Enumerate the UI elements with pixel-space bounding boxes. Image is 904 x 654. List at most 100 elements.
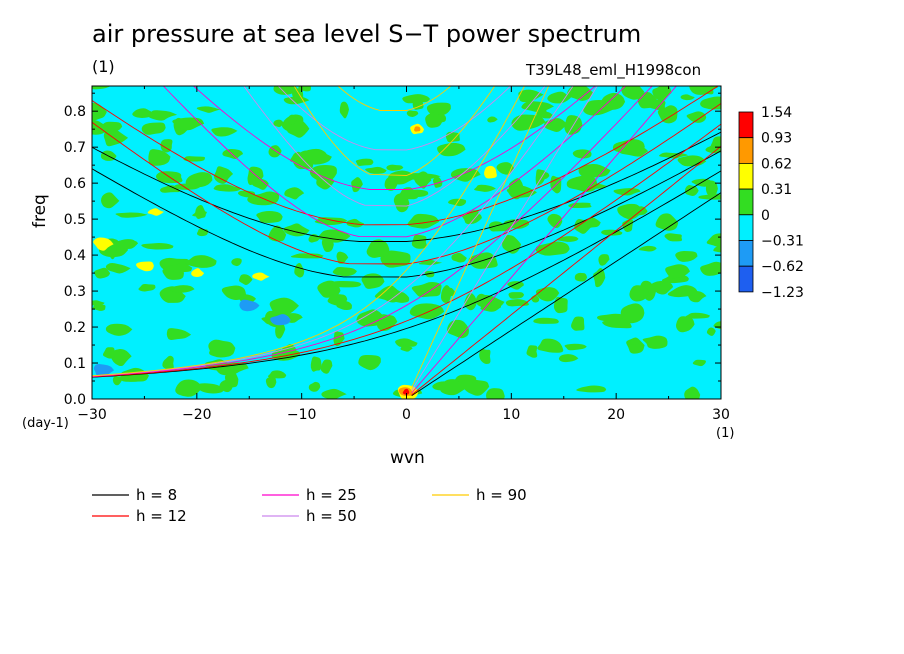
field-patch [118,375,147,382]
field-patch [327,294,348,306]
field-patch [386,164,404,171]
x-tick-label: 10 [502,407,520,423]
colorbar-swatch [738,188,754,216]
field-patch [224,371,239,388]
field-patch [110,349,132,367]
y-tick-label: 0.6 [64,176,86,192]
field-patch [407,213,440,229]
field-patch [339,101,349,119]
field-patch [450,168,481,182]
field-patch [451,252,467,263]
x-axis-label: wvn [390,448,425,468]
field-patch [92,304,106,311]
field-patch [400,345,413,352]
field-patch [665,264,690,279]
field-patch [169,262,193,273]
field-patch [558,354,579,363]
dispersion-curve-h50-ig2 [277,86,512,151]
field-patch [474,184,496,192]
field-patch [593,267,606,288]
field-patch [160,139,173,153]
field-patch [406,110,419,117]
field-patch [148,149,171,166]
field-patch [540,111,553,119]
field-feature [191,268,205,277]
field-patch [692,359,706,367]
field-patch [273,119,284,128]
field-feature [136,261,154,272]
field-patch [105,263,131,274]
field-patch [487,116,498,123]
field-patch [336,251,349,264]
field-patch [287,114,298,125]
field-patch [175,379,202,397]
field-patch [141,122,166,135]
field-patch [132,108,155,118]
field-patch [506,185,537,199]
field-patch [675,250,698,262]
dispersion-curve-h90-ig2 [337,86,452,111]
field-patch [566,175,598,193]
legend-label: h = 8 [136,486,177,504]
field-feature [147,208,164,216]
legend-label: h = 25 [306,486,357,504]
field-patch [689,86,718,95]
field-patch [553,296,568,314]
field-patch [196,106,220,113]
field-patch [667,285,698,298]
x-tick-label: −10 [287,407,317,423]
field-patch [102,347,115,359]
field-patch [535,241,570,256]
colorbar: 1.54 0.93 0.62 0.31 0 −0.31 −0.62 −1.23 [738,105,804,301]
axes: −30 −20 −10 0 10 20 30 0.0 0.1 0.2 0.3 0.4 0.5 0.6 0.7… [64,86,730,423]
field-patch [424,270,435,278]
field-patch [488,221,504,232]
dispersion-curve-h50-ig1 [243,86,546,207]
field-patch [284,187,305,200]
field-feature [402,388,410,395]
x-tick-label: −20 [182,407,212,423]
field-patch [194,383,224,394]
field-patch [686,111,707,123]
dispersion-curve-h50-kelvin [411,86,598,391]
field-patch [273,86,298,95]
field-patch [706,327,716,336]
field-patch [183,156,206,162]
field-patch [387,292,410,303]
field-patch [505,299,529,307]
field-patch [598,254,610,266]
field-patch [256,210,283,223]
y-tick-label: 0.5 [64,212,86,228]
field-patch [162,355,174,370]
y-tick-label: 0.7 [64,140,86,156]
colorbar-label: 0 [761,208,770,224]
field-patch [508,292,525,299]
field-patch [409,303,445,320]
field-patch [269,297,299,316]
field-patch [521,101,554,113]
dispersion-curve-h25-ig1 [162,86,627,238]
field-patch [574,272,588,282]
field-patch [300,150,332,165]
field-patch [571,316,585,331]
field-patch [651,280,674,295]
dispersion-curve-h8-ig2 [92,131,721,242]
field-patch [437,142,466,157]
legend-label: h = 12 [136,507,187,525]
field-patch [425,112,443,128]
colorbar-swatch [738,162,754,190]
field-patch [642,335,668,349]
field-patch [185,172,213,188]
field-patch [440,285,451,303]
field-patch [267,370,287,379]
field-patch [316,169,335,190]
field-patch [116,239,137,249]
field-feature [239,299,260,312]
colorbar-swatch [738,214,754,241]
x-tick-label: −30 [77,407,107,423]
y-tick-label: 0.8 [64,104,86,120]
legend-label: h = 50 [306,507,357,525]
field-patch [460,378,490,396]
colorbar-label: 0.62 [761,156,792,172]
dispersion-curve-h90-kelvin [411,86,550,388]
